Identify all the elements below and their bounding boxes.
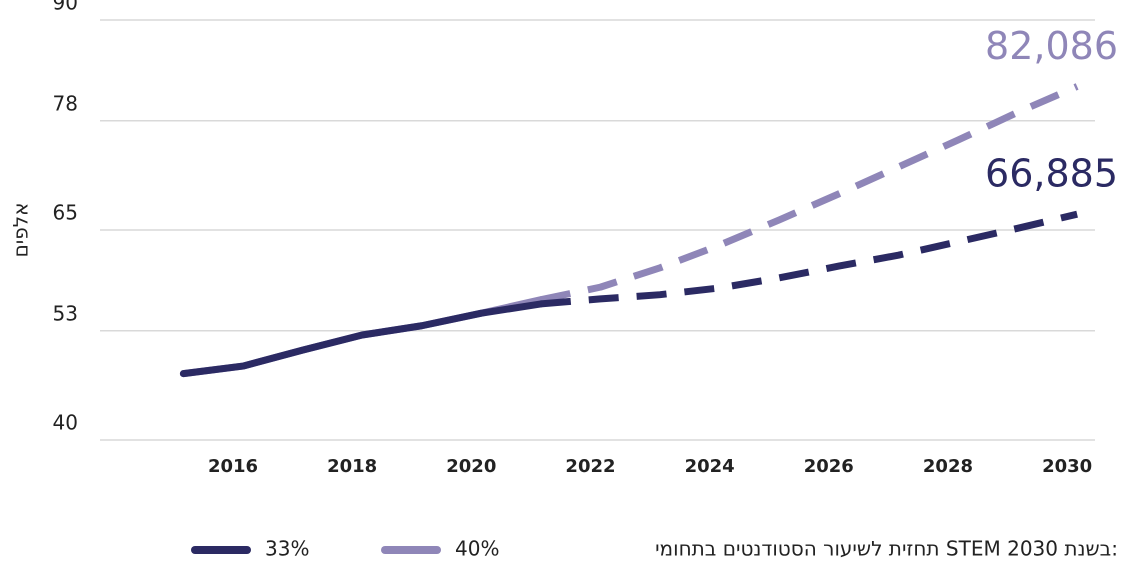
x-tick-label: 2028 bbox=[923, 456, 973, 477]
legend-label: 33% bbox=[265, 537, 309, 561]
history-line bbox=[179, 300, 545, 378]
x-tick-label: 2030 bbox=[1042, 456, 1092, 477]
end-label: 82,086 bbox=[985, 24, 1118, 68]
y-tick-label: 53 bbox=[53, 301, 78, 325]
y-axis-label: אלפים bbox=[9, 203, 33, 258]
projection-line bbox=[540, 83, 1079, 304]
y-tick-label: 90 bbox=[53, 0, 78, 15]
y-tick-label: 78 bbox=[53, 91, 78, 115]
end-label: 66,885 bbox=[985, 152, 1118, 196]
y-tick-label: 40 bbox=[53, 411, 78, 435]
legend-label: 40% bbox=[455, 537, 499, 561]
legend-title: תחזית לשיעור הסטודנטים בתחומי STEM בשנת … bbox=[655, 537, 1118, 561]
y-tick-label: 65 bbox=[53, 201, 78, 225]
projection-line bbox=[540, 210, 1078, 308]
x-tick-label: 2016 bbox=[208, 456, 258, 477]
x-tick-label: 2020 bbox=[446, 456, 496, 477]
x-tick-label: 2022 bbox=[565, 456, 615, 477]
x-tick-label: 2024 bbox=[685, 456, 735, 477]
x-tick-label: 2018 bbox=[327, 456, 377, 477]
x-tick-label: 2026 bbox=[804, 456, 854, 477]
